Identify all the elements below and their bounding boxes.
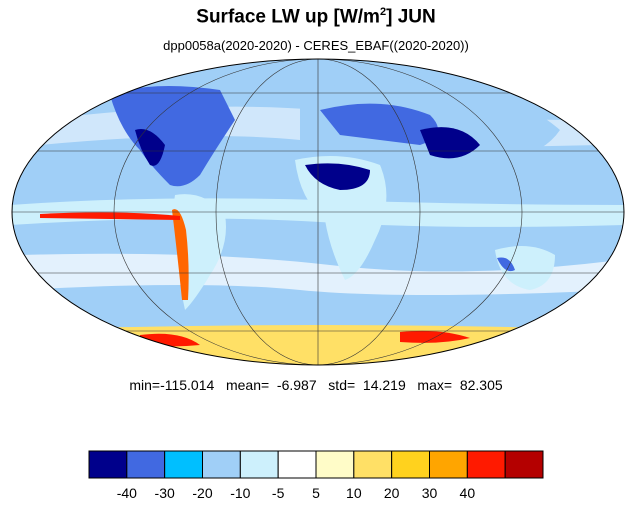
colorbar-box: [164, 450, 203, 479]
colorbar-label: 10: [346, 485, 362, 501]
colorbar-box: [277, 450, 317, 479]
plot-title: Surface LW up [W/m2] JUN: [0, 6, 632, 28]
world-map: [11, 58, 625, 366]
title-superscript: 2: [379, 6, 387, 18]
stats-line: min=-115.014 mean= -6.987 std= 14.219 ma…: [129, 377, 503, 393]
colorbar-label: -5: [271, 485, 285, 501]
colorbar-box: [429, 450, 468, 479]
tibet-dark: [420, 127, 480, 159]
colorbar-label: -20: [192, 485, 213, 501]
sahara-dark: [305, 163, 370, 190]
plot-subtitle: dpp0058a(2020-2020) - CERES_EBAF((2020-2…: [163, 38, 469, 53]
colorbar-label: -40: [116, 485, 137, 501]
map-outline: [11, 58, 625, 366]
colorbar-box: [353, 450, 393, 479]
colorbar-box: [315, 450, 355, 479]
na-dark: [135, 129, 165, 166]
colorbar-label: 40: [459, 485, 476, 501]
colorbar: [88, 450, 544, 479]
colorbar-box: [466, 450, 506, 479]
southern-band: [20, 253, 620, 295]
north-america: [110, 86, 235, 187]
colorbar-box: [88, 450, 128, 479]
title-text: Surface LW up [W/m: [196, 6, 380, 28]
colorbar-box: [504, 450, 544, 479]
colorbar-box: [126, 450, 166, 479]
australia: [495, 246, 555, 290]
colorbar-label: -30: [154, 485, 175, 501]
title-tail: ] JUN: [386, 6, 436, 28]
colorbar-label: 30: [421, 485, 438, 501]
colorbar-box: [202, 450, 241, 479]
antarctic-red-2: [400, 330, 470, 343]
colorbar-label: 5: [312, 485, 320, 501]
eurasia-mid: [320, 103, 438, 145]
colorbar-box: [239, 450, 279, 479]
colorbar-label: -10: [230, 485, 251, 501]
andes-warm: [172, 209, 189, 300]
australia-blue: [497, 257, 515, 272]
equatorial-warm: [40, 212, 180, 220]
colorbar-label: 20: [383, 485, 400, 501]
colorbar-box: [391, 450, 430, 479]
antarctica: [20, 325, 620, 365]
